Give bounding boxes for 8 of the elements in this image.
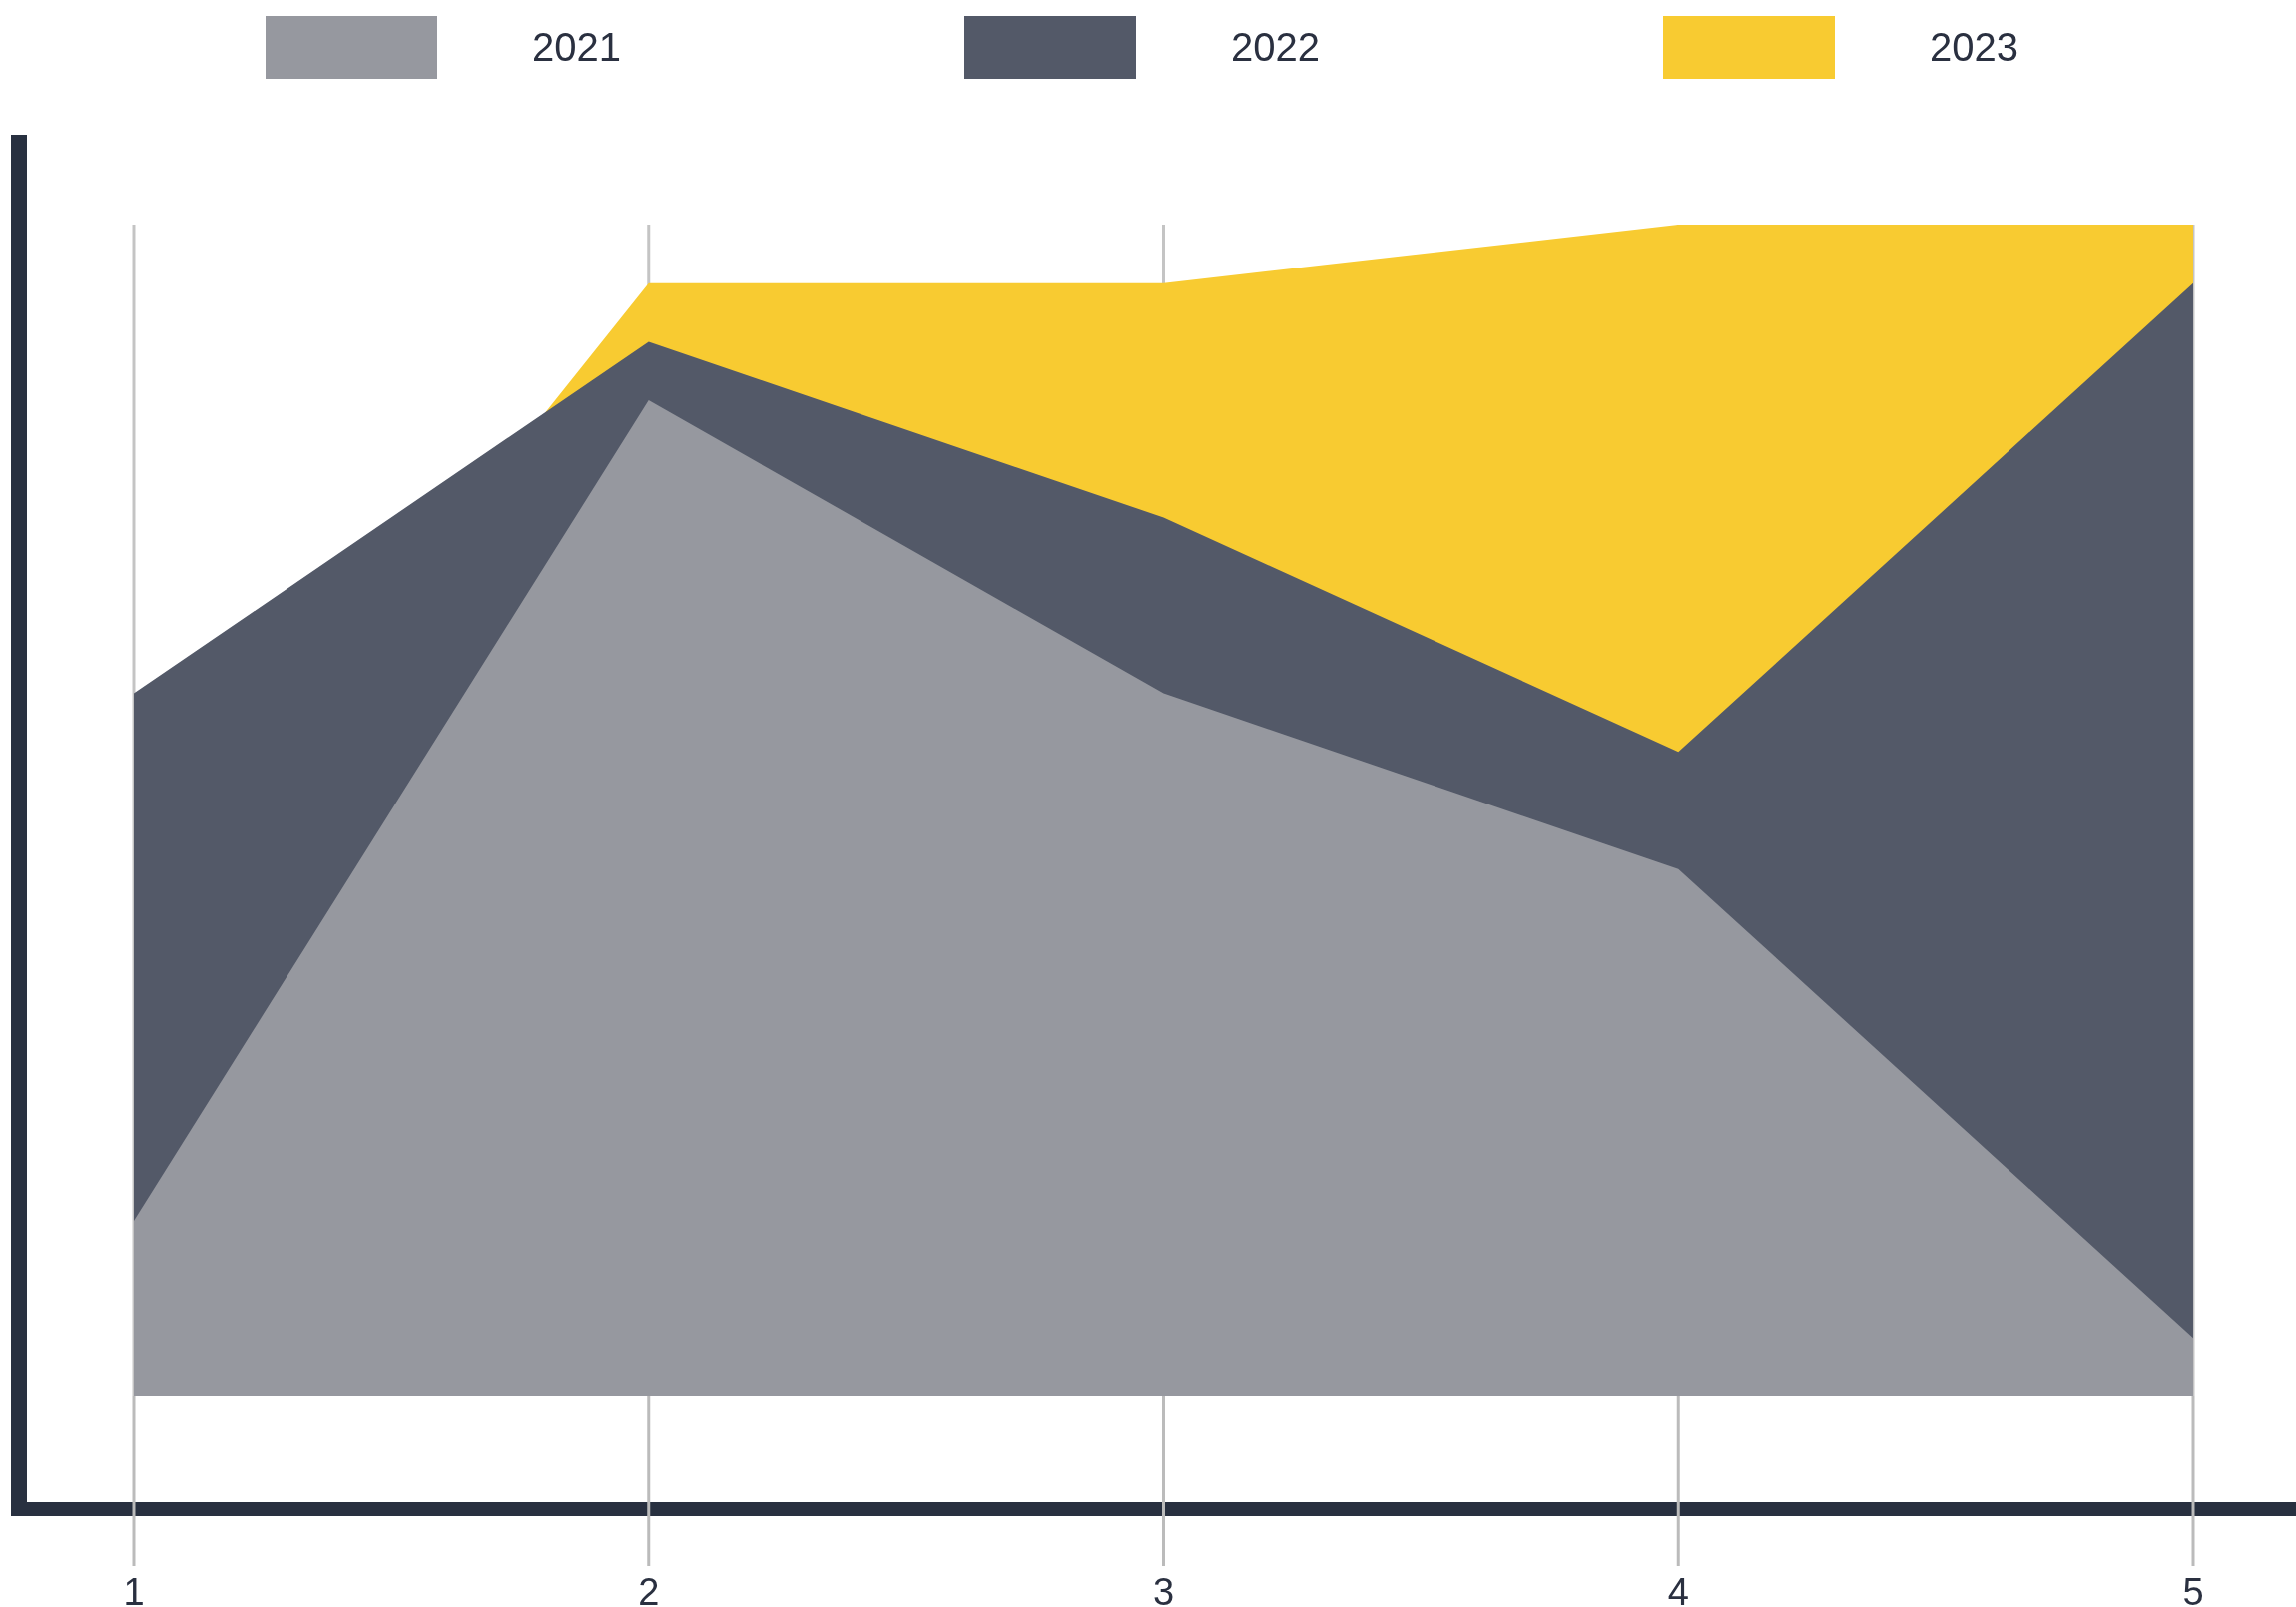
x-tick-label: 3 xyxy=(1152,1570,1175,1607)
x-tick-label: 4 xyxy=(1667,1570,1689,1607)
legend-label: 2021 xyxy=(532,25,621,70)
legend-label: 2022 xyxy=(1231,25,1320,70)
x-tick-label: 5 xyxy=(2182,1570,2204,1607)
x-tick-label: 1 xyxy=(123,1570,145,1607)
x-tick-label: 2 xyxy=(638,1570,660,1607)
legend-label: 2023 xyxy=(1930,25,2018,70)
